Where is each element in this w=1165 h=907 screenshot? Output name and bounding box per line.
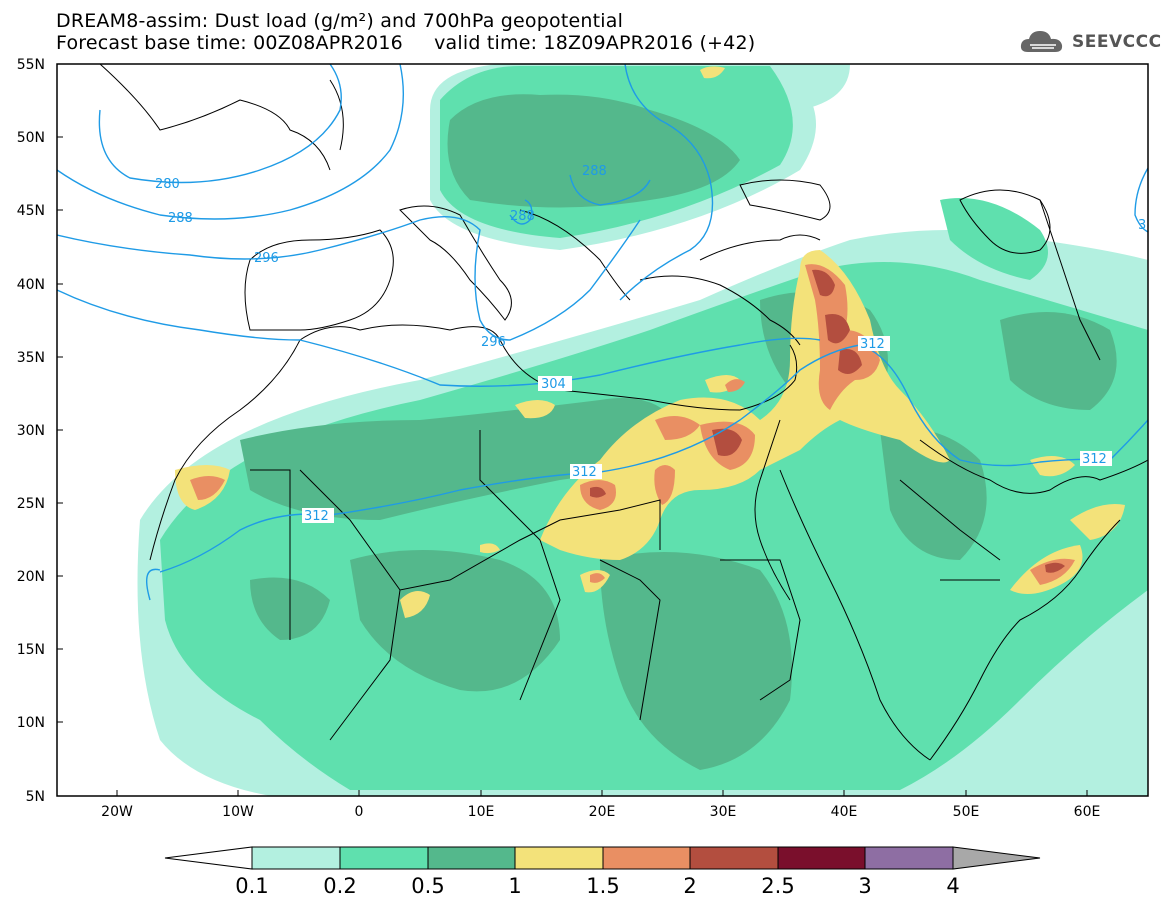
lat-label: 55N [17,57,45,73]
colorbar-label: 0.1 [235,874,268,898]
colorbar-label: 0.2 [323,874,356,898]
contour-label-partial: 3 [1138,218,1146,233]
contour-labels: 280 288 296 304 312 312 312 312 288 288 … [155,164,1146,524]
colorbar-segment [602,846,691,870]
colorbar-segment [251,846,341,870]
contour-label: 312 [572,465,597,480]
seevccc-logo: SEEVCCC [1018,26,1161,60]
colorbar-segment [777,846,866,870]
colorbar [164,846,1041,870]
colorbar-label: 3 [858,874,871,898]
contour-label: 296 [254,251,279,266]
lat-label: 30N [17,423,45,439]
lat-label: 25N [17,496,45,512]
contour-label: 288 [168,211,193,226]
cloud-icon [1020,31,1063,52]
forecast-times: Forecast base time: 00Z08APR2016 valid t… [56,32,756,54]
lon-ticks [116,790,1088,796]
colorbar-segment [339,846,429,870]
lat-label: 45N [17,203,45,219]
lon-label: 20W [101,804,133,820]
lat-label: 35N [17,350,45,366]
colorbar-segment [514,846,604,870]
contour-label: 280 [155,177,180,192]
lon-label: 0 [355,804,364,820]
lon-label: 10W [222,804,254,820]
lat-ticks [57,63,63,797]
lon-labels: 20W 10W 0 10E 20E 30E 40E 50E 60E [101,804,1100,820]
contour-label: 288 [510,209,535,224]
colorbar-label: 1 [508,874,521,898]
lat-label: 15N [17,642,45,658]
lat-label: 50N [17,130,45,146]
lon-label: 20E [589,804,616,820]
lon-label: 10E [468,804,495,820]
lat-label: 20N [17,569,45,585]
lat-label: 5N [26,789,45,805]
lon-label: 60E [1074,804,1101,820]
logo-text: SEEVCCC [1072,32,1162,52]
colorbar-label: 0.5 [411,874,444,898]
lat-labels: 55N 50N 45N 40N 35N 30N 25N 20N 15N 10N … [17,57,45,805]
colorbar-low-arrow [164,846,253,870]
colorbar-high-arrow [952,846,1041,870]
contour-label: 288 [582,164,607,179]
coastlines-borders [99,64,1148,761]
contour-label: 312 [304,509,329,524]
colorbar-segment [689,846,779,870]
contour-label: 312 [1082,452,1107,467]
colorbar-label: 4 [946,874,959,898]
lon-label: 30E [710,804,737,820]
colorbar-label: 1.5 [586,874,619,898]
lat-label: 10N [17,715,45,731]
lon-label: 50E [953,804,980,820]
dust-field [137,64,1148,796]
colorbar-segment [427,846,516,870]
colorbar-labels: 0.1 0.2 0.5 1 1.5 2 2.5 3 4 [235,874,959,898]
contour-label: 312 [860,337,885,352]
colorbar-label: 2 [683,874,696,898]
lat-label: 40N [17,277,45,293]
colorbar-segment [864,846,954,870]
colorbar-label: 2.5 [761,874,794,898]
contour-label: 296 [481,335,506,350]
lon-label: 40E [831,804,858,820]
map-title: DREAM8-assim: Dust load (g/m²) and 700hP… [56,10,624,32]
contour-label: 304 [541,377,566,392]
dust-level-2 [590,269,1065,573]
